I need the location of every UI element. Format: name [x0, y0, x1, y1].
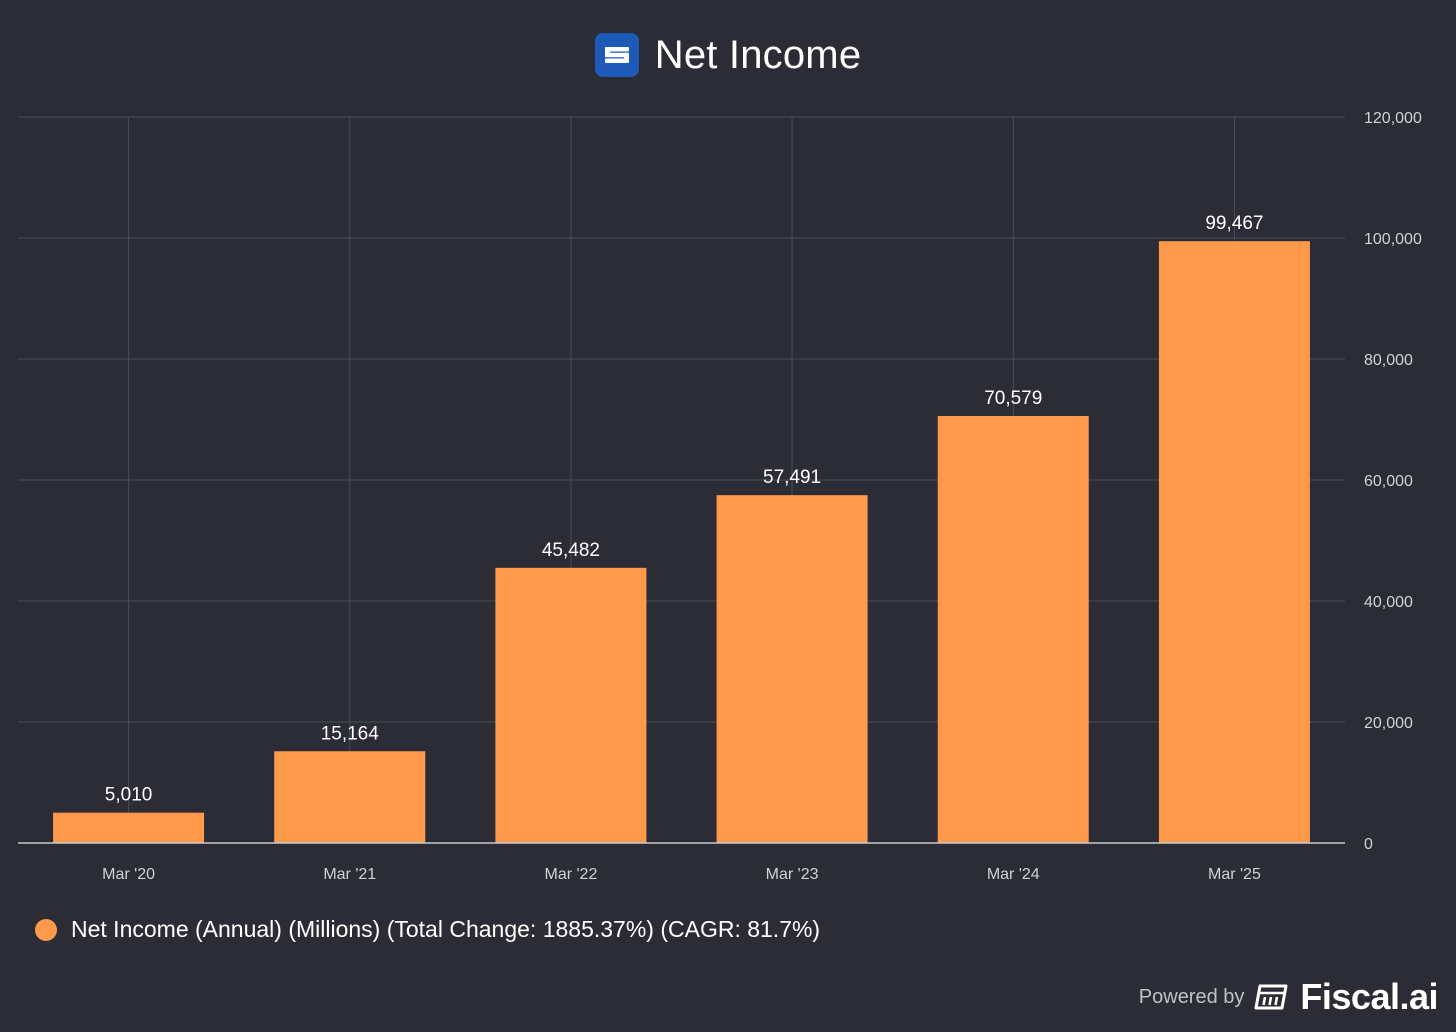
- x-tick-label: Mar '21: [323, 866, 376, 883]
- bar-value-label: 5,010: [105, 785, 153, 806]
- legend[interactable]: Net Income (Annual) (Millions) (Total Ch…: [35, 916, 820, 943]
- bar-chart: 0 20,000 40,000 60,000 80,000 100,000 120,000 5…: [18, 110, 1422, 883]
- bar: [495, 567, 647, 843]
- bar-value-label: 57,491: [763, 467, 821, 488]
- powered-by-footer[interactable]: Powered by Fiscal.ai: [1138, 976, 1439, 1018]
- legend-marker: [35, 918, 57, 941]
- bar: [274, 751, 426, 843]
- x-tick-label: Mar '25: [1208, 866, 1261, 883]
- x-tick-label: Mar '22: [544, 866, 597, 883]
- x-tick-label: Mar '23: [766, 866, 819, 883]
- brand-name: Fiscal.ai: [1300, 976, 1438, 1017]
- legend-label: Net Income (Annual) (Millions) (Total Ch…: [71, 916, 821, 942]
- y-tick-label: 100,000: [1364, 231, 1422, 248]
- x-tick-label: Mar '20: [102, 866, 155, 883]
- y-tick-label: 20,000: [1364, 715, 1413, 732]
- y-tick-label: 120,000: [1364, 110, 1422, 127]
- bar-value-label: 70,579: [984, 388, 1042, 409]
- s-logo-icon: [594, 33, 639, 77]
- bar: [53, 812, 205, 843]
- x-tick-label: Mar '24: [987, 866, 1040, 883]
- bar-value-label: 45,482: [542, 540, 600, 561]
- bar: [1158, 241, 1310, 843]
- bar-value-label: 15,164: [321, 723, 380, 744]
- y-tick-label: 40,000: [1364, 594, 1413, 611]
- bar: [937, 415, 1089, 843]
- bar: [716, 495, 868, 843]
- y-tick-label: 0: [1364, 836, 1373, 853]
- fiscal-logo-icon: [1254, 984, 1288, 1010]
- bar-value-label: 99,467: [1205, 213, 1263, 234]
- y-tick-label: 60,000: [1364, 473, 1413, 490]
- chart-header: Net Income: [0, 30, 1456, 80]
- powered-by-text: Powered by: [1138, 985, 1245, 1008]
- chart-title: Net Income: [654, 32, 862, 77]
- y-tick-label: 80,000: [1364, 352, 1413, 369]
